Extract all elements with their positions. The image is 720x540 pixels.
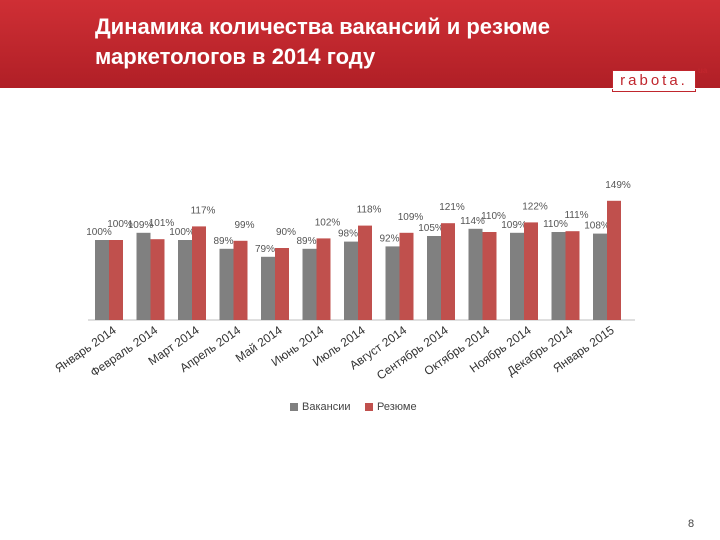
bar-resumes-11 xyxy=(565,231,580,320)
label-resumes-2: 117% xyxy=(191,205,216,216)
label-vacancies-12: 108% xyxy=(584,221,610,232)
logo-tag: ua xyxy=(698,66,708,75)
bar-vacancies-11 xyxy=(551,232,566,320)
label-resumes-5: 102% xyxy=(315,217,341,228)
bar-vacancies-3 xyxy=(219,248,234,320)
label-vacancies-1: 109% xyxy=(128,220,154,231)
label-vacancies-4: 79% xyxy=(255,244,275,255)
label-resumes-12: 149% xyxy=(605,180,631,191)
bar-vacancies-7 xyxy=(385,246,400,320)
label-vacancies-7: 92% xyxy=(379,233,399,244)
bar-resumes-6 xyxy=(358,225,372,320)
label-vacancies-6: 98% xyxy=(338,229,358,240)
header-divider xyxy=(0,88,720,89)
label-vacancies-8: 105% xyxy=(418,223,444,234)
label-vacancies-10: 109% xyxy=(501,220,527,231)
label-resumes-6: 118% xyxy=(357,205,382,216)
category-label-8: Сентябрь 2014 xyxy=(374,323,451,383)
slide-title: Динамика количества вакансий и резюме ма… xyxy=(95,14,550,69)
label-resumes-9: 110% xyxy=(481,211,506,222)
label-vacancies-11: 110% xyxy=(543,219,568,230)
label-resumes-3: 99% xyxy=(234,220,254,231)
label-vacancies-0: 100% xyxy=(86,227,112,238)
label-resumes-4: 90% xyxy=(276,227,296,238)
label-vacancies-9: 114% xyxy=(460,216,485,227)
label-resumes-1: 101% xyxy=(149,218,175,229)
logo-text: rabota. xyxy=(620,72,688,89)
header-gradient xyxy=(0,0,720,88)
rabota-logo: rabota. xyxy=(612,70,696,92)
label-vacancies-3: 89% xyxy=(213,236,233,247)
legend-swatch-0 xyxy=(290,403,298,411)
page-number: 8 xyxy=(688,518,695,530)
bar-resumes-4 xyxy=(275,248,289,320)
bar-resumes-12 xyxy=(607,200,621,320)
legend-swatch-1 xyxy=(365,403,373,411)
bar-vacancies-5 xyxy=(302,248,317,320)
legend-label-1: Резюме xyxy=(377,401,417,413)
label-resumes-8: 121% xyxy=(439,202,465,213)
bar-resumes-9 xyxy=(482,232,497,320)
label-vacancies-2: 100% xyxy=(169,227,195,238)
bar-vacancies-4 xyxy=(261,256,275,320)
bar-resumes-8 xyxy=(441,223,455,320)
bar-resumes-7 xyxy=(399,232,414,320)
bar-vacancies-6 xyxy=(344,241,358,320)
bar-vacancies-12 xyxy=(593,233,607,320)
label-resumes-11: 111% xyxy=(564,210,588,221)
label-resumes-10: 122% xyxy=(522,201,548,212)
bar-resumes-5 xyxy=(316,238,331,320)
label-vacancies-5: 89% xyxy=(296,236,316,247)
bar-vacancies-0 xyxy=(95,240,109,320)
legend-label-0: Вакансии xyxy=(302,401,351,413)
bar-vacancies-10 xyxy=(510,232,524,320)
bar-resumes-3 xyxy=(233,240,248,320)
header-band xyxy=(0,0,720,88)
label-resumes-0: 100% xyxy=(107,219,133,230)
bar-resumes-10 xyxy=(524,222,538,320)
bar-vacancies-1 xyxy=(136,232,151,320)
label-resumes-7: 109% xyxy=(398,212,424,223)
bar-vacancies-8 xyxy=(427,236,441,320)
bar-resumes-2 xyxy=(192,226,206,320)
bar-vacancies-9 xyxy=(468,228,483,320)
bar-resumes-0 xyxy=(109,240,123,320)
bar-vacancies-2 xyxy=(178,240,192,320)
bar-resumes-1 xyxy=(150,239,165,320)
